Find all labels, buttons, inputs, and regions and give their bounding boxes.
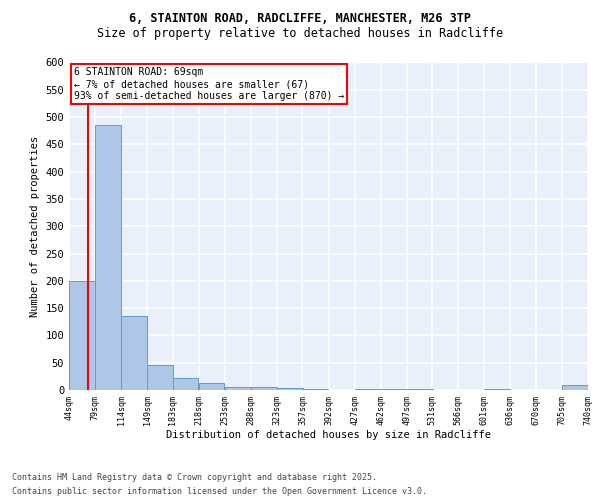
Bar xyxy=(225,388,251,390)
Bar xyxy=(251,388,277,390)
Bar xyxy=(199,384,224,390)
Bar xyxy=(302,389,328,390)
Text: Contains HM Land Registry data © Crown copyright and database right 2025.: Contains HM Land Registry data © Crown c… xyxy=(12,472,377,482)
Bar xyxy=(121,316,147,390)
X-axis label: Distribution of detached houses by size in Radcliffe: Distribution of detached houses by size … xyxy=(166,430,491,440)
Bar xyxy=(69,281,95,390)
Y-axis label: Number of detached properties: Number of detached properties xyxy=(30,136,40,317)
Text: 6 STAINTON ROAD: 69sqm
← 7% of detached houses are smaller (67)
93% of semi-deta: 6 STAINTON ROAD: 69sqm ← 7% of detached … xyxy=(74,68,344,100)
Bar xyxy=(277,388,303,390)
Text: Contains public sector information licensed under the Open Government Licence v3: Contains public sector information licen… xyxy=(12,488,427,496)
Bar xyxy=(562,384,587,390)
Bar xyxy=(95,126,121,390)
Bar xyxy=(147,366,173,390)
Bar xyxy=(173,378,199,390)
Text: 6, STAINTON ROAD, RADCLIFFE, MANCHESTER, M26 3TP: 6, STAINTON ROAD, RADCLIFFE, MANCHESTER,… xyxy=(129,12,471,26)
Text: Size of property relative to detached houses in Radcliffe: Size of property relative to detached ho… xyxy=(97,28,503,40)
